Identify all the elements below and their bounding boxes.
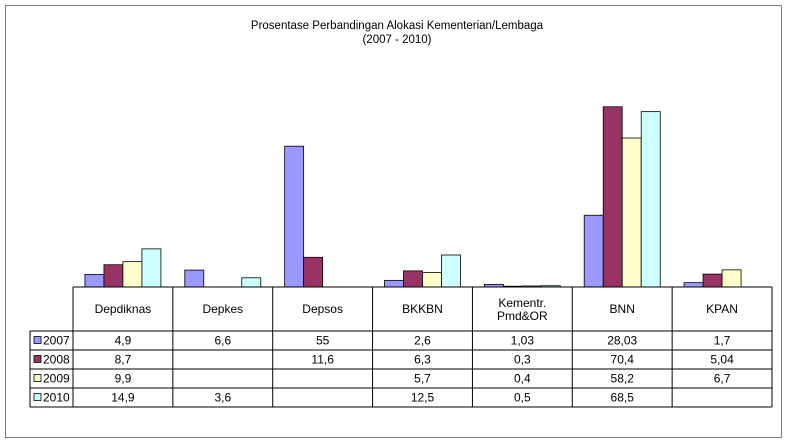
- bar-2010-0: [141, 248, 162, 288]
- legend-swatch-2010: [33, 393, 42, 401]
- table-cell: 6,6: [214, 334, 231, 348]
- table-cell: 1,03: [511, 334, 535, 348]
- bar-2008-3: [403, 270, 423, 288]
- bar-2009-0: [122, 261, 143, 288]
- bar-2007-3: [384, 279, 404, 288]
- legend-swatch-2008: [33, 355, 42, 363]
- legend-label-2007: 2007: [43, 334, 70, 348]
- chart-subtitle: (2007 - 2010): [362, 34, 431, 46]
- bar-2008-2: [303, 256, 324, 288]
- data-table: Depdiknas Depkes Depsos BKKBN Kementr.Pmd&OR…: [29, 286, 773, 408]
- legend-label-2008: 2008: [43, 353, 70, 367]
- bars-layer: [84, 106, 742, 288]
- table-cell: 12,5: [411, 391, 435, 405]
- category-label: Depdiknas: [95, 302, 152, 316]
- bar-2009-3: [422, 272, 442, 288]
- bar-2010-5: [640, 111, 661, 288]
- category-label: BNN: [610, 302, 635, 316]
- bar-2008-5: [602, 106, 623, 288]
- bar-2010-1: [241, 277, 262, 288]
- table-cell: 6,7: [714, 372, 731, 386]
- table-cell: 0,5: [514, 391, 531, 405]
- table-cell: 11,6: [311, 353, 334, 367]
- table-cell: 28,03: [607, 334, 637, 348]
- table-cell: 55: [316, 334, 330, 348]
- bar-2007-1: [184, 269, 205, 288]
- bar-2007-2: [284, 145, 305, 288]
- category-label: Depkes: [202, 302, 243, 316]
- bar-2009-5: [621, 137, 642, 288]
- legend-label-2009: 2009: [43, 372, 70, 386]
- bar-2007-0: [84, 274, 105, 288]
- table-cell: 14,9: [111, 391, 135, 405]
- category-label: Pmd&OR: [497, 309, 548, 323]
- table-cell: 5,7: [414, 372, 431, 386]
- table-cell: 0,4: [514, 372, 531, 386]
- table-cell: 9,9: [115, 372, 132, 386]
- bar-2008-6: [702, 273, 723, 288]
- table-cell: 0,3: [514, 353, 531, 367]
- table-cell: 1,7: [714, 334, 731, 348]
- bar-2010-3: [441, 254, 461, 288]
- category-label: BKKBN: [402, 302, 443, 316]
- table-cell: 6,3: [414, 353, 431, 367]
- legend-swatch-2009: [33, 374, 42, 382]
- chart-title: Prosentase Perbandingan Alokasi Kementer…: [251, 20, 544, 32]
- table-cell: 58,2: [611, 372, 635, 386]
- table-cell: 2,6: [414, 334, 431, 348]
- table-cell: 8,7: [115, 353, 132, 367]
- table-cell: 5,04: [710, 353, 734, 367]
- category-label: Kementr.: [498, 296, 546, 310]
- legend-swatch-2007: [33, 336, 42, 344]
- table-cell: 70,4: [611, 353, 635, 367]
- category-label: KPAN: [706, 302, 738, 316]
- bar-2008-0: [103, 264, 124, 288]
- table-cell: 4,9: [115, 334, 132, 348]
- legend-label-2010: 2010: [43, 391, 70, 405]
- bar-2009-6: [721, 269, 742, 288]
- category-label: Depsos: [302, 302, 343, 316]
- table-cell: 3,6: [214, 391, 231, 405]
- table-cell: 68,5: [611, 391, 635, 405]
- bar-2007-5: [583, 214, 604, 288]
- bar-2007-6: [683, 282, 704, 288]
